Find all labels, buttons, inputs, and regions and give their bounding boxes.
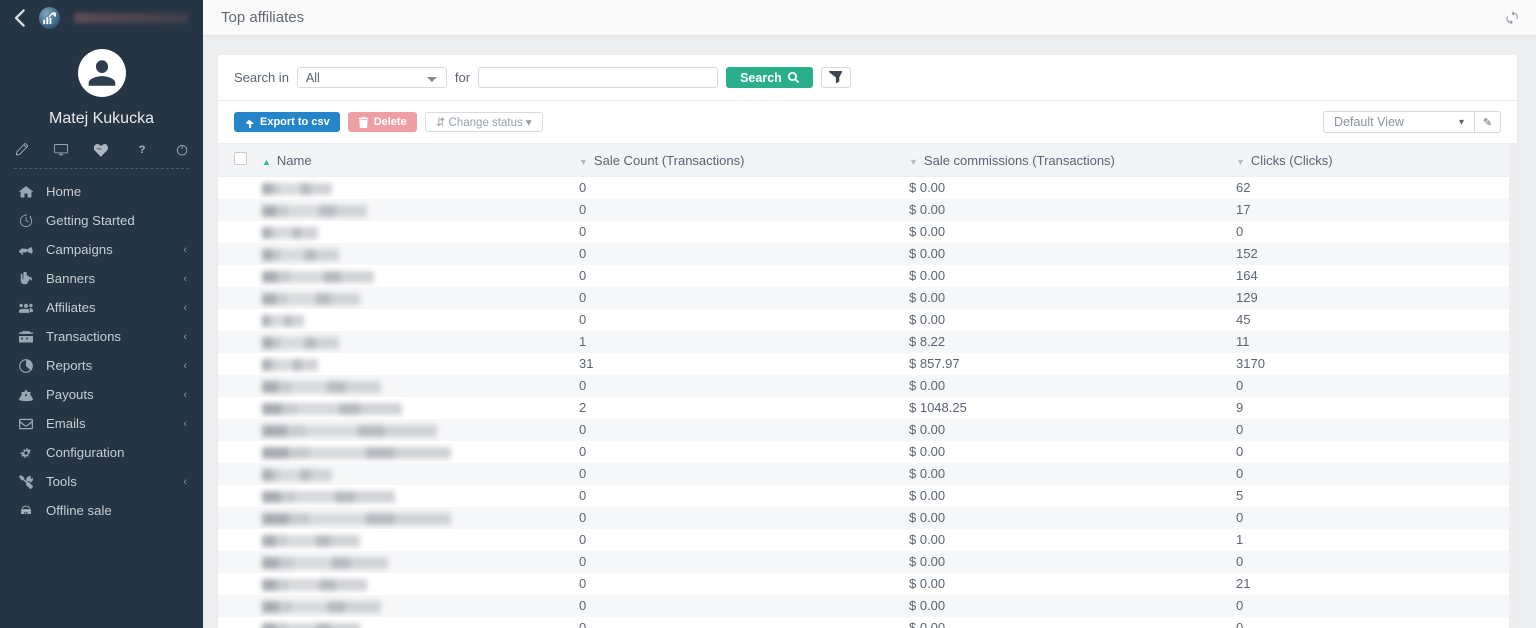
svg-text:?: ?	[138, 144, 145, 156]
